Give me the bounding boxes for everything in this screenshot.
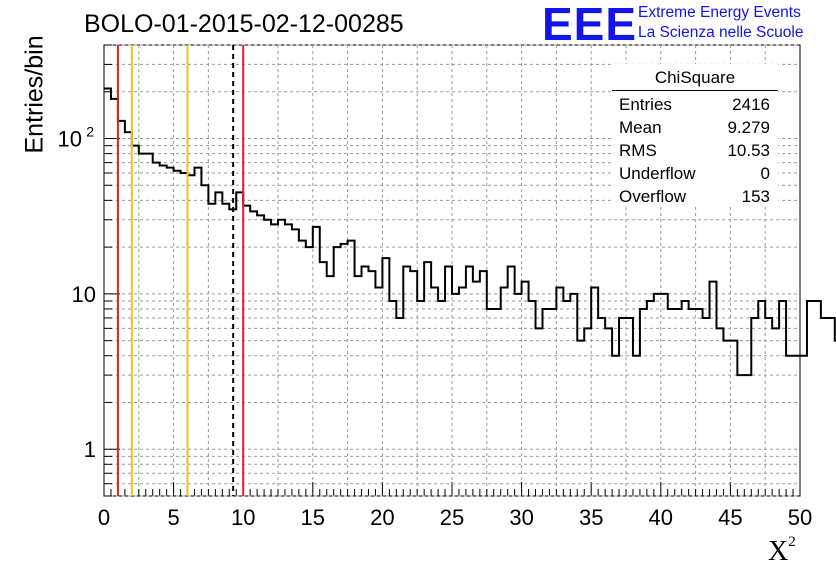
stats-row-underflow: Underflow 0	[612, 162, 778, 185]
x-tick-label: 25	[440, 505, 464, 530]
x-tick-label: 30	[509, 505, 533, 530]
x-tick-label: 20	[370, 505, 394, 530]
y-axis-label: Entries/bin	[20, 35, 49, 154]
stats-label: Underflow	[619, 164, 696, 183]
stats-value: 9.279	[727, 118, 770, 137]
stats-label: Overflow	[619, 187, 687, 206]
stats-row-entries: Entries 2416	[612, 93, 778, 116]
stats-value: 153	[741, 187, 770, 206]
x-tick-label: 40	[649, 505, 673, 530]
stats-label: RMS	[619, 141, 657, 160]
chart-title: BOLO-01-2015-02-12-00285	[84, 10, 404, 38]
stats-value: 2416	[732, 95, 770, 114]
logo-line-1: Extreme Energy Events	[638, 4, 801, 21]
x-tick-label: 35	[579, 505, 603, 530]
histogram-series	[104, 87, 836, 377]
stats-value: 0	[760, 164, 770, 183]
stats-box: ChiSquare Entries 2416 Mean 9.279 RMS 10.53…	[612, 66, 778, 208]
x-tick-label: 5	[167, 505, 179, 530]
eee-logo: EEE	[542, 0, 638, 50]
logo-line-2: La Scienza nelle Scuole	[638, 24, 804, 41]
logo-text: Extreme Energy Events La Scienza nelle S…	[638, 3, 803, 43]
y-tick-label: 10	[58, 127, 82, 152]
y-tick-label-sup: 2	[86, 124, 94, 140]
stats-row-mean: Mean 9.279	[612, 116, 778, 139]
x-tick-label: 0	[98, 505, 110, 530]
stats-box-background	[612, 64, 778, 206]
stats-value: 10.53	[727, 141, 770, 160]
x-axis-label-text: X	[768, 536, 789, 567]
stats-row-rms: RMS 10.53	[612, 139, 778, 162]
stats-row-overflow: Overflow 153	[612, 185, 778, 208]
x-tick-label: 15	[301, 505, 325, 530]
stats-label: Entries	[619, 95, 672, 114]
y-tick-label: 1	[84, 437, 96, 462]
x-tick-label: 45	[718, 505, 742, 530]
stats-title: ChiSquare	[612, 66, 778, 91]
stats-label: Mean	[619, 118, 662, 137]
x-axis-label: X2	[768, 534, 796, 568]
y-tick-label: 10	[72, 282, 96, 307]
x-tick-label: 50	[788, 505, 812, 530]
x-axis-label-sup: 2	[788, 534, 796, 550]
x-tick-label: 10	[231, 505, 255, 530]
